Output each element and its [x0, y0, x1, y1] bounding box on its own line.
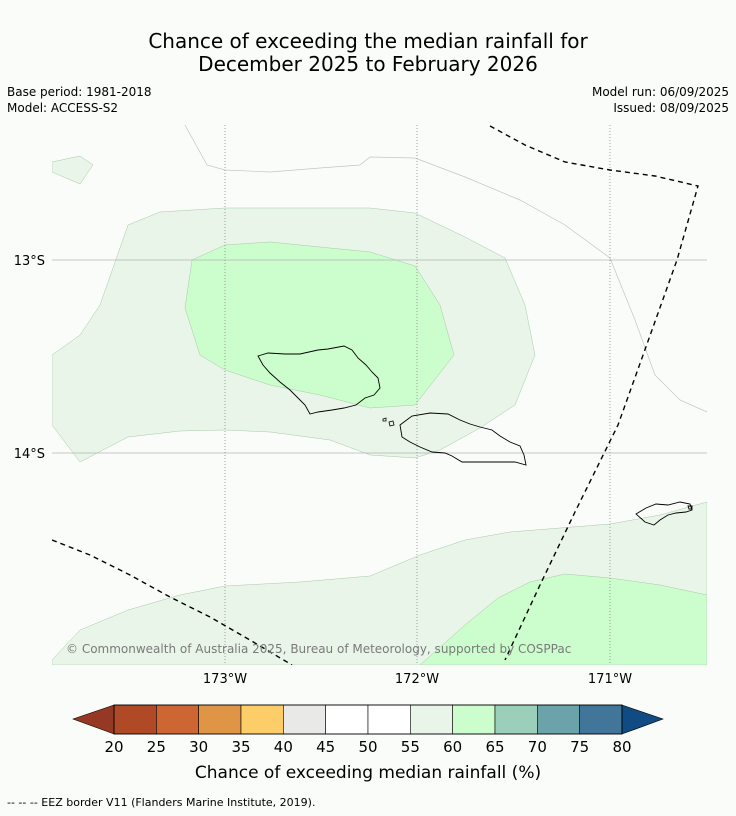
colorbar-segment: [410, 704, 453, 735]
model-run-date: Model run: 06/09/2025: [591, 85, 729, 99]
colorbar-segment: [494, 704, 538, 735]
base-period: Base period: 1981-2018: [7, 85, 152, 99]
colorbar-segment: [367, 704, 411, 735]
graticule: [52, 125, 707, 665]
colorbar-segment: [579, 704, 623, 735]
colorbar-tick-label: 35: [231, 738, 250, 756]
colorbar-tick-label: 70: [528, 738, 547, 756]
island-tutuila: [635, 501, 693, 526]
eez-footnote: -- -- -- EEZ border V11 (Flanders Marine…: [7, 796, 316, 809]
model-name: Model: ACCESS-S2: [7, 101, 119, 115]
colorbar-label: Chance of exceeding median rainfall (%): [195, 763, 541, 783]
colorbar-segment: [156, 704, 199, 735]
colorbar-tick-label: 65: [485, 738, 504, 756]
colorbar-tick-label: 60: [443, 738, 462, 756]
island-manono: [382, 417, 395, 427]
colorbar-tick-label: 40: [274, 738, 293, 756]
colorbar-tick-label: 30: [189, 738, 208, 756]
copyright-notice: © Commonwealth of Australia 2025, Bureau…: [66, 642, 571, 656]
map-title: Chance of exceeding the median rainfall …: [0, 30, 736, 76]
lon-label-172w: 172°W: [395, 672, 439, 687]
colorbar-tick-label: 55: [401, 738, 420, 756]
lon-label-171w: 171°W: [588, 672, 632, 687]
colorbar-segment: [537, 704, 580, 735]
colorbar-segment: [198, 704, 242, 735]
contour-55-60-patch: [52, 155, 94, 185]
colorbar-tick-label: 50: [358, 738, 377, 756]
colorbar-tick-label: 20: [104, 738, 123, 756]
meta-left: Base period: 1981-2018 Model: ACCESS-S2: [7, 84, 152, 116]
colorbar-segment: [452, 704, 496, 735]
title-line-2: December 2025 to February 2026: [198, 52, 538, 76]
colorbar-tick-label: 25: [147, 738, 166, 756]
colorbar-segment: [325, 704, 369, 735]
contour-60-65-south: [419, 573, 707, 665]
meta-right: Model run: 06/09/2025 Issued: 08/09/2025: [592, 84, 729, 116]
eez-border-north: [489, 125, 699, 661]
eez-border-south: [52, 539, 293, 665]
map-area: © Commonwealth of Australia 2025, Bureau…: [52, 125, 707, 665]
colorbar-tick-label: 75: [570, 738, 589, 756]
colorbar-outline: [113, 704, 623, 735]
colorbar-segment: [113, 704, 157, 735]
lat-label-13s: 13°S: [14, 254, 45, 269]
lat-label-14s: 14°S: [14, 447, 45, 462]
island-upolu: [399, 412, 527, 466]
colorbar-under-arrow: [72, 704, 115, 735]
lon-label-173w: 173°W: [203, 672, 247, 687]
title-line-1: Chance of exceeding the median rainfall …: [148, 29, 588, 53]
island-savaii: [257, 345, 381, 415]
colorbar-tick-label: 45: [316, 738, 335, 756]
contour-60-65-north: [184, 241, 455, 409]
colorbar-segment: [283, 704, 326, 735]
issued-date: Issued: 08/09/2025: [613, 101, 729, 115]
colorbar: 20 25 30 35 40 45 50 55 60 65 70 75 80 Chance of exc…: [72, 704, 664, 783]
colorbar-tick-label: 80: [612, 738, 631, 756]
colorbar-over-arrow: [621, 704, 664, 735]
colorbar-segment: [240, 704, 284, 735]
